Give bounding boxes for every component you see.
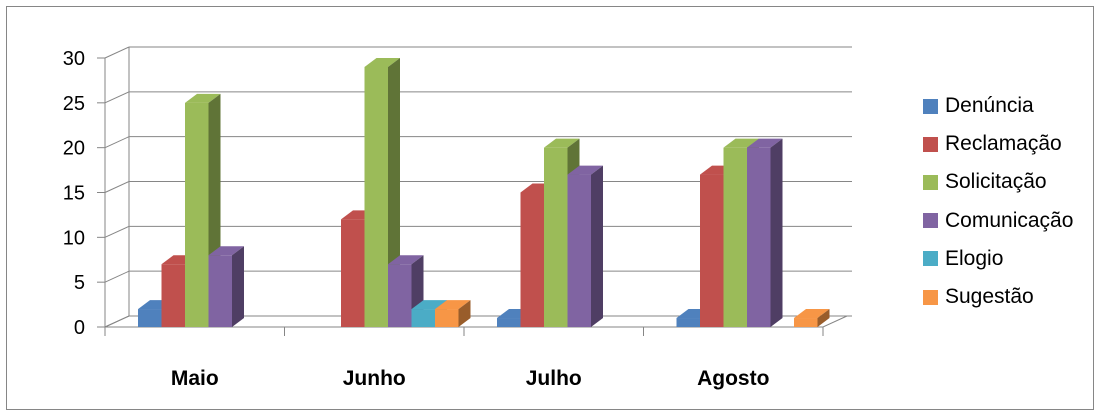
y-tick-label: 10 bbox=[63, 227, 85, 249]
legend-label: Sugestão bbox=[945, 285, 1034, 309]
legend-swatch bbox=[923, 98, 938, 114]
y-tick-label: 5 bbox=[74, 272, 85, 294]
bar bbox=[747, 147, 771, 327]
x-tick-label: Maio bbox=[171, 367, 219, 390]
bar-top bbox=[388, 255, 424, 265]
y-tick-label: 15 bbox=[63, 183, 85, 205]
legend-item: Denúncia bbox=[923, 87, 1073, 125]
bar-top bbox=[208, 246, 244, 256]
bar bbox=[364, 66, 388, 327]
bar bbox=[700, 174, 724, 327]
bar bbox=[341, 219, 365, 327]
x-tick-label: Junho bbox=[343, 367, 406, 390]
chart-area: 0 5 10 15 20 25 30 Maio Junho Julho Agosto Denúnci… bbox=[6, 6, 1094, 410]
bar bbox=[161, 264, 185, 327]
bar-side bbox=[458, 300, 471, 327]
bar-side bbox=[591, 165, 603, 327]
bar-top bbox=[567, 165, 603, 175]
legend-item: Reclamação bbox=[923, 125, 1073, 163]
legend-label: Denúncia bbox=[945, 94, 1034, 118]
y-tick-label: 20 bbox=[63, 138, 85, 160]
legend-swatch bbox=[923, 174, 938, 190]
legend-swatch bbox=[923, 136, 938, 152]
gridline-side bbox=[104, 270, 130, 283]
y-tick-label: 30 bbox=[63, 48, 85, 70]
bar-top bbox=[747, 138, 783, 148]
bar-side bbox=[770, 138, 783, 327]
bar bbox=[208, 255, 232, 327]
bar bbox=[520, 192, 544, 327]
bar-top bbox=[544, 138, 580, 148]
bar bbox=[388, 264, 412, 327]
legend-swatch bbox=[923, 289, 938, 305]
legend-item: Solicitação bbox=[923, 163, 1073, 201]
legend-item: Comunicação bbox=[923, 202, 1073, 240]
bar bbox=[411, 309, 435, 327]
gridline-side bbox=[104, 136, 130, 149]
chart-legend: Denúncia Reclamação Solicitação Comunicação… bbox=[923, 87, 1073, 316]
bar-top bbox=[794, 309, 830, 319]
bar-top bbox=[411, 300, 447, 310]
bar-side bbox=[817, 309, 830, 327]
y-tick-label: 25 bbox=[63, 93, 85, 115]
bar bbox=[435, 309, 459, 327]
bar-top bbox=[185, 93, 221, 103]
gridline-side bbox=[104, 91, 130, 104]
legend-item: Sugestão bbox=[923, 278, 1073, 316]
x-tick-label: Agosto bbox=[697, 367, 769, 390]
gridline-side bbox=[104, 46, 130, 59]
legend-label: Solicitação bbox=[945, 170, 1047, 194]
x-tick-label: Julho bbox=[526, 367, 582, 390]
chart-plot: 0 5 10 15 20 25 30 Maio Junho Julho Agosto bbox=[63, 46, 852, 390]
bar-top bbox=[364, 57, 400, 67]
legend-swatch bbox=[923, 213, 938, 229]
bar bbox=[567, 174, 591, 327]
y-tick-label: 0 bbox=[74, 317, 85, 339]
bar bbox=[794, 318, 818, 327]
legend-label: Comunicação bbox=[945, 208, 1074, 232]
bar-top bbox=[435, 300, 471, 310]
gridline-side bbox=[104, 225, 130, 238]
bar bbox=[723, 147, 747, 327]
bar bbox=[138, 309, 162, 327]
bar bbox=[497, 318, 521, 327]
bar bbox=[676, 318, 700, 327]
legend-label: Reclamação bbox=[945, 132, 1062, 156]
bar-top bbox=[723, 138, 759, 148]
gridline-side bbox=[104, 181, 130, 193]
bar bbox=[185, 102, 209, 327]
legend-item: Elogio bbox=[923, 240, 1073, 278]
bar-side bbox=[232, 246, 244, 327]
legend-swatch bbox=[923, 251, 938, 267]
bar bbox=[544, 147, 568, 327]
legend-label: Elogio bbox=[945, 246, 1004, 270]
